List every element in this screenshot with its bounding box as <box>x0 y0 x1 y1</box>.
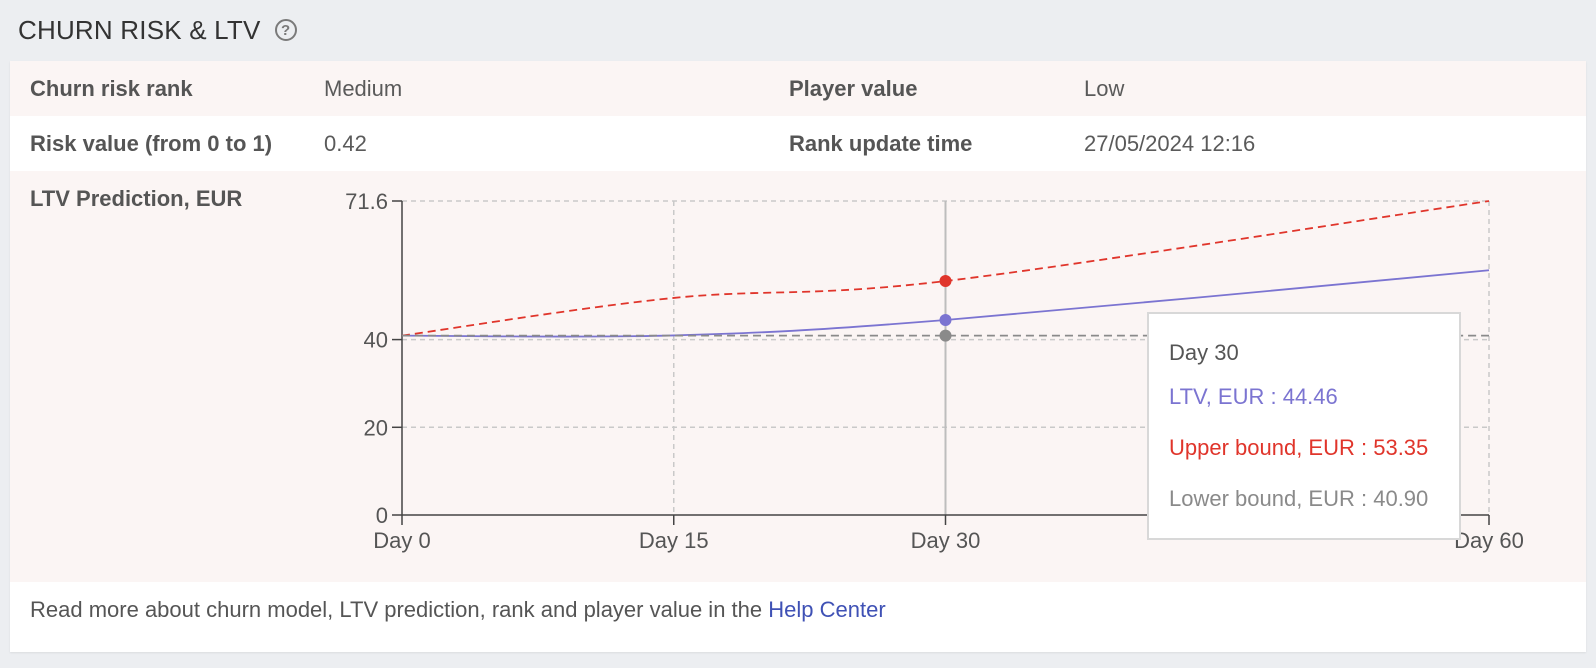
tooltip-ltv: LTV, EUR : 44.46 <box>1169 384 1338 409</box>
churn-risk-card: Churn risk rank Medium Player value Low … <box>10 61 1586 652</box>
player-value-value: Low <box>1084 76 1125 101</box>
y-tick-label: 40 <box>364 328 388 353</box>
risk-value-value: 0.42 <box>324 131 367 156</box>
upper-bound-series-point <box>939 275 952 288</box>
row-ltv-prediction: LTV Prediction, EUR 0 20 40 71.6 Day 0 Day 15… <box>10 171 1586 582</box>
ltv-prediction-label: LTV Prediction, EUR <box>30 186 243 211</box>
tooltip-upper-bound: Upper bound, EUR : 53.35 <box>1169 435 1429 460</box>
tooltip-title: Day 30 <box>1169 340 1239 365</box>
section-title: CHURN RISK & LTV <box>18 14 261 45</box>
x-tick-label: Day 15 <box>639 528 709 553</box>
lower-bound-series-point <box>939 329 952 342</box>
footer-text: Read more about churn model, LTV predict… <box>30 597 769 622</box>
ltv-series-line <box>401 269 1490 338</box>
rank-update-time-label: Rank update time <box>789 131 973 156</box>
chart-tooltip: Day 30 LTV, EUR : 44.46 Upper bound, EUR… <box>1147 312 1461 540</box>
risk-value-label: Risk value (from 0 to 1) <box>30 131 273 156</box>
row-churn-rank: Churn risk rank Medium Player value Low <box>10 61 1586 116</box>
ltv-chart-svg[interactable]: 0 20 40 71.6 Day 0 Day 15 Day 30 Day 60 <box>10 171 1586 582</box>
question-circle-icon[interactable]: ? <box>274 19 297 41</box>
ltv-chart[interactable]: 0 20 40 71.6 Day 0 Day 15 Day 30 Day 60 <box>10 171 1586 587</box>
x-tick-label: Day 30 <box>911 528 981 553</box>
section-header: CHURN RISK & LTV ? <box>18 12 297 48</box>
help-center-link[interactable]: Help Center <box>768 597 886 622</box>
ltv-series-point <box>939 314 952 327</box>
upper-bound-series-line <box>401 200 1490 337</box>
y-tick-label: 0 <box>376 503 388 528</box>
player-value-label: Player value <box>789 76 918 101</box>
y-tick-label: 71.6 <box>345 189 388 214</box>
row-risk-value: Risk value (from 0 to 1) 0.42 Rank updat… <box>10 116 1586 171</box>
footer-note: Read more about churn model, LTV predict… <box>30 597 886 623</box>
tooltip-lower-bound: Lower bound, EUR : 40.90 <box>1169 486 1429 511</box>
x-tick-label: Day 60 <box>1454 528 1524 553</box>
y-tick-label: 20 <box>364 415 388 440</box>
churn-risk-rank-value: Medium <box>324 76 403 101</box>
churn-risk-rank-label: Churn risk rank <box>30 76 193 101</box>
rank-update-time-value: 27/05/2024 12:16 <box>1084 131 1256 156</box>
x-tick-label: Day 0 <box>373 528 430 553</box>
